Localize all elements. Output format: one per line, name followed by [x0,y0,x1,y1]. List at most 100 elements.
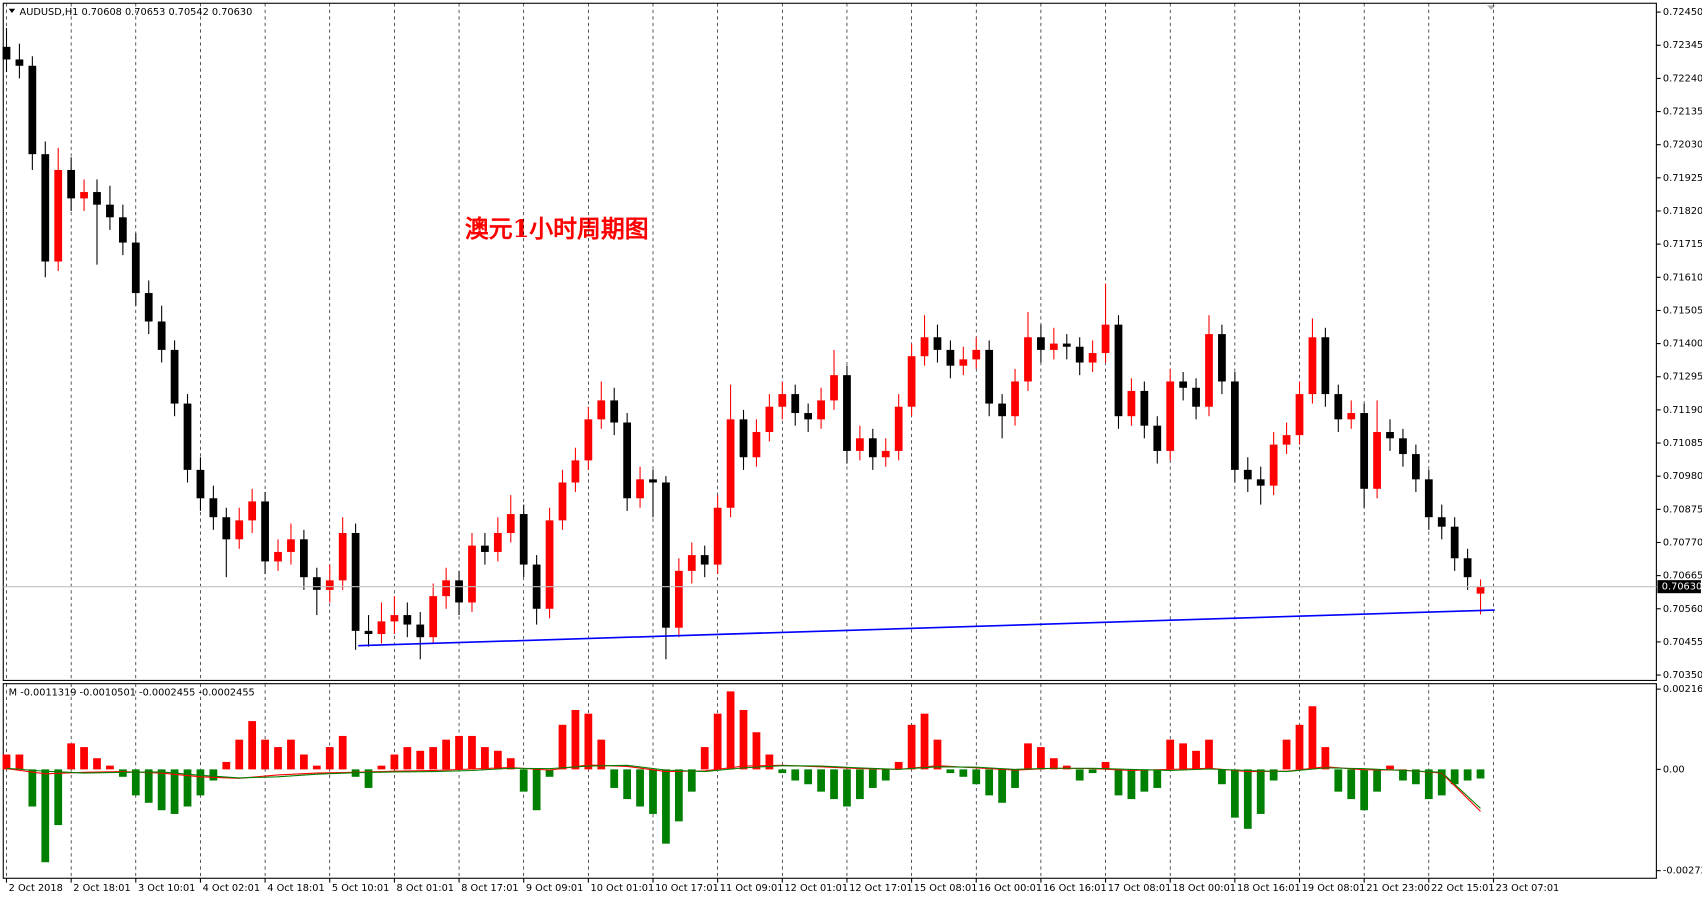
candle-body [856,438,864,451]
histogram-bar [532,769,541,811]
histogram-bar [338,735,347,770]
histogram-bar [1282,739,1291,770]
x-tick-label: 16 Oct 16:01 [1043,883,1107,894]
candle-body [1321,337,1330,395]
histogram-bar [41,769,50,863]
candle-body [429,596,438,638]
candle-body [765,406,774,432]
x-tick-label: 3 Oct 10:01 [138,883,195,894]
histogram-bar [713,713,722,770]
indicator-title: M -0.0011319 -0.0010501 -0.0002455 -0.00… [9,687,255,698]
histogram-bar [1373,769,1381,792]
candle-body [830,375,838,401]
candle-body [1386,431,1394,439]
histogram-bar [985,769,994,796]
histogram-bar [1192,750,1200,770]
candle-body [1450,526,1459,559]
candle-body [1011,381,1019,417]
candle-body [80,192,88,199]
histogram-bar [597,739,606,770]
candle-body [468,545,476,603]
y-tick-label: 0.70875 [1663,504,1702,515]
y-tick-label: 0.71820 [1663,206,1702,217]
histogram-bar [881,769,890,781]
x-tick-label: 15 Oct 08:01 [914,883,978,894]
candle-body [843,375,851,451]
x-tick-label: 12 Oct 17:01 [849,883,913,894]
histogram-bar [972,769,981,785]
x-tick-label: 17 Oct 08:01 [1108,883,1172,894]
candle-body [545,520,554,609]
y-tick-label: 0.72135 [1663,107,1702,118]
candle-body [377,621,386,635]
x-tick-label: 2 Oct 18:01 [73,883,130,894]
x-tick-label: 23 Oct 07:01 [1496,883,1560,894]
histogram-bar [1179,743,1188,770]
histogram-bar [649,769,657,814]
candle-body [1334,394,1343,420]
x-tick-label: 19 Oct 08:01 [1302,883,1366,894]
histogram-bar [170,769,179,814]
candle-body [2,46,11,60]
histogram-bar [636,769,644,807]
histogram-bar [856,769,864,800]
candle-body [416,624,425,638]
candle-body [817,400,825,420]
trendline [358,609,1495,647]
candle-body [959,359,968,366]
histogram-bar [183,769,192,807]
x-tick-label: 5 Oct 10:01 [332,883,389,894]
menu-arrow[interactable] [8,8,16,14]
candle-body [1049,343,1058,350]
histogram-bar [442,739,450,770]
histogram-bar [131,769,140,796]
histogram-bar [1127,769,1136,800]
x-tick-label: 8 Oct 01:01 [397,883,454,894]
candle-body [144,293,153,322]
candle-body [985,349,994,404]
candle-body [1399,438,1407,455]
candle-body [920,337,929,357]
histogram-bar [1308,706,1317,770]
histogram-bar [325,747,334,770]
y-tick-label: 0.71715 [1663,239,1702,250]
histogram-bar [274,747,282,770]
histogram-bar [1256,769,1265,814]
candle-body [649,479,657,483]
histogram-bar [144,769,153,803]
candle-body [506,514,515,534]
indicator-panel-frame [2,683,1657,879]
y-tick-label: 0.71505 [1663,305,1702,316]
candle-body [1437,517,1446,527]
y-tick-label: 0.70665 [1663,571,1702,582]
candle-body [1463,558,1472,578]
histogram-bar [1101,761,1110,770]
candle-body [1075,346,1084,363]
candle-body [442,580,450,597]
candle-body [455,580,463,603]
histogram-bar [623,769,632,800]
candle-body [157,321,166,350]
histogram-bar [571,709,580,770]
x-tick-label: 16 Oct 00:01 [978,883,1042,894]
candle-body [687,555,696,571]
candle-body [1166,381,1175,451]
y-tick-label: 0.71400 [1663,339,1702,350]
candle-body [700,555,709,565]
histogram-bar [1230,769,1239,818]
histogram-bar [429,747,438,770]
histogram-bar [1037,747,1045,770]
y-tick-label: 0.71295 [1663,372,1702,383]
histogram-bar [390,754,399,770]
histogram-bar [300,754,308,770]
candle-body [1295,394,1304,436]
candle-body [403,615,412,625]
histogram-bar [67,743,76,770]
histogram-bar [403,747,412,770]
histogram-bar [519,769,528,792]
histogram-bar [1088,769,1097,774]
candle-body [261,501,269,562]
x-tick-label: 4 Oct 02:01 [203,883,260,894]
y-tick-label: 0.71925 [1663,173,1702,184]
